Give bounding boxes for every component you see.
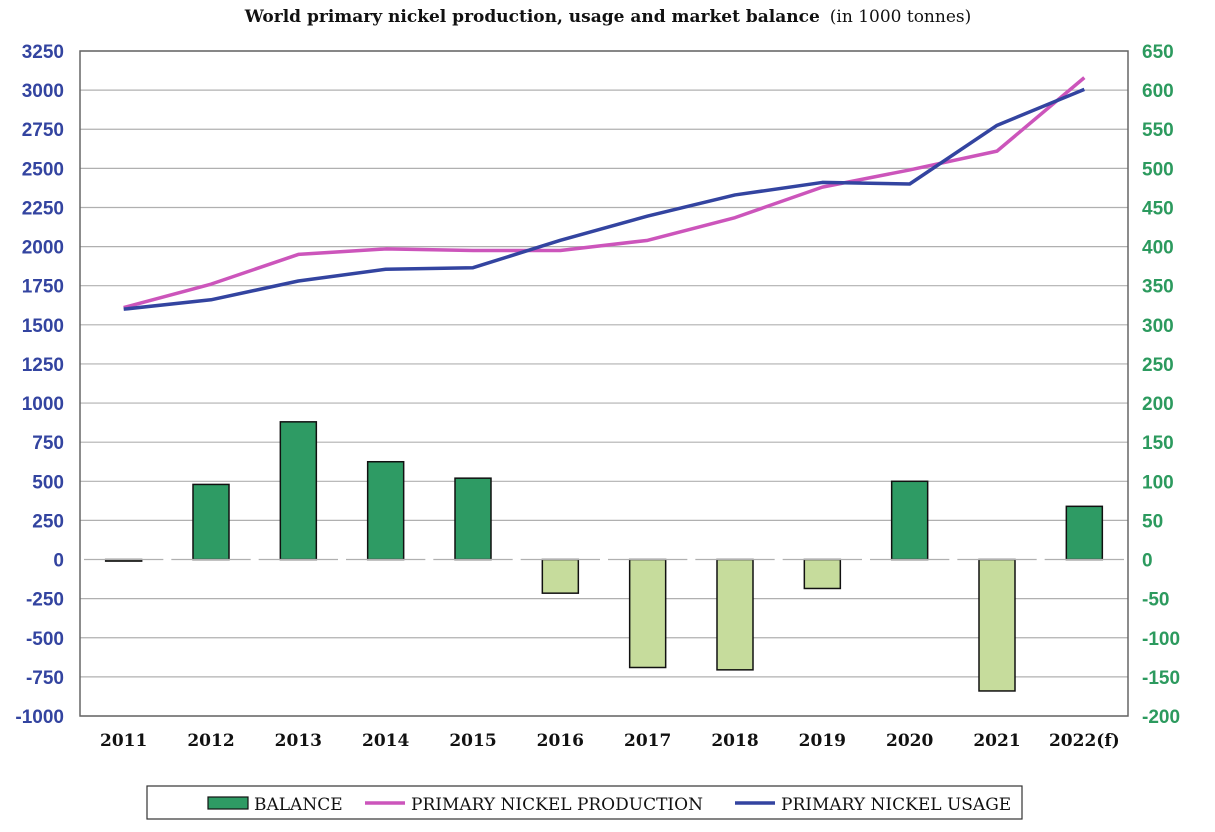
- left-y-tick-label: -500: [26, 629, 64, 650]
- left-y-tick-label: 1750: [22, 277, 64, 298]
- x-tick-label: 2020: [886, 731, 933, 751]
- left-y-tick-label: -750: [26, 668, 64, 689]
- left-y-tick-label: 3000: [22, 81, 64, 102]
- legend-label-production: PRIMARY NICKEL PRODUCTION: [411, 795, 703, 815]
- left-y-tick-label: 1500: [22, 316, 64, 337]
- grid-lines: [80, 50, 1128, 717]
- balance-bar: [890, 480, 929, 561]
- left-y-axis-ticks: 3250300027502500225020001750150012501000…: [15, 42, 64, 728]
- right-y-tick-label: 600: [1142, 81, 1174, 102]
- right-y-tick-label: 100: [1142, 472, 1174, 493]
- balance-bar: [541, 558, 580, 594]
- chart-title-main: World primary nickel production, usage a…: [244, 7, 820, 27]
- x-tick-label: 2011: [100, 731, 147, 751]
- right-y-tick-label: -200: [1142, 707, 1180, 728]
- x-tick-label: 2017: [624, 731, 671, 751]
- left-y-tick-label: 2750: [22, 120, 64, 141]
- chart-title: World primary nickel production, usage a…: [244, 7, 972, 27]
- right-y-tick-label: 200: [1142, 394, 1174, 415]
- balance-bar: [1065, 505, 1104, 561]
- balance-bar: [454, 477, 492, 561]
- left-y-tick-label: 2250: [22, 198, 64, 219]
- left-y-tick-label: 750: [32, 433, 64, 454]
- left-y-tick-label: 500: [32, 472, 64, 493]
- balance-bar: [716, 558, 754, 671]
- x-tick-label: 2015: [449, 731, 496, 751]
- series-lines: [123, 76, 1086, 311]
- right-y-tick-label: -100: [1142, 629, 1180, 650]
- x-tick-label: 2012: [187, 731, 234, 751]
- right-y-tick-label: 250: [1142, 355, 1174, 376]
- right-y-tick-label: 0: [1142, 551, 1153, 572]
- left-y-tick-label: 1250: [22, 355, 64, 376]
- left-y-tick-label: 2000: [22, 238, 64, 259]
- right-y-tick-label: 450: [1142, 198, 1174, 219]
- plot-border: [79, 50, 1129, 717]
- usage-line: [123, 87, 1086, 311]
- balance-bar: [279, 421, 318, 561]
- balance-bar: [803, 558, 842, 590]
- right-y-tick-label: 400: [1142, 238, 1174, 259]
- right-y-tick-label: 150: [1142, 433, 1174, 454]
- x-tick-label: 2016: [537, 731, 584, 751]
- right-y-tick-label: 650: [1142, 42, 1174, 63]
- x-axis-ticks: 2011 2012 2013 2014 2015 2016 2017 2018 2019 2020…: [100, 731, 1120, 751]
- plot-frame: [79, 50, 1129, 717]
- legend-label-usage: PRIMARY NICKEL USAGE: [781, 795, 1011, 815]
- left-y-tick-label: -1000: [15, 707, 64, 728]
- balance-bar: [978, 558, 1016, 692]
- left-y-tick-label: 0: [53, 551, 64, 572]
- left-y-tick-label: 1000: [22, 394, 64, 415]
- legend-swatch-balance: [207, 796, 249, 810]
- right-y-tick-label: 500: [1142, 159, 1174, 180]
- balance-bar: [192, 483, 230, 561]
- x-tick-label: 2019: [799, 731, 846, 751]
- x-tick-label: 2014: [362, 731, 409, 751]
- right-y-tick-label: 550: [1142, 120, 1174, 141]
- left-y-tick-label: 2500: [22, 159, 64, 180]
- legend-label-balance: BALANCE: [254, 795, 343, 815]
- right-y-tick-label: 350: [1142, 277, 1174, 298]
- x-tick-label: 2013: [275, 731, 322, 751]
- left-y-tick-label: 3250: [22, 42, 64, 63]
- right-y-tick-label: -150: [1142, 668, 1180, 689]
- right-y-tick-label: 300: [1142, 316, 1174, 337]
- balance-bar: [366, 460, 405, 561]
- legend: BALANCE PRIMARY NICKEL PRODUCTION PRIMARY …: [146, 785, 1023, 820]
- chart-title-unit: (in 1000 tonnes): [830, 7, 971, 27]
- x-tick-label: 2022(f): [1049, 731, 1120, 751]
- x-tick-label: 2018: [711, 731, 758, 751]
- left-y-tick-label: -250: [26, 590, 64, 611]
- left-y-tick-label: 250: [32, 511, 64, 532]
- right-y-tick-label: -50: [1142, 590, 1169, 611]
- legend-box: [146, 785, 1023, 820]
- balance-bar: [628, 558, 667, 669]
- production-line: [123, 76, 1086, 310]
- right-y-axis-ticks: 650600550500450400350300250200150100500-…: [1142, 42, 1180, 728]
- balance-bars: [104, 421, 1104, 692]
- x-tick-label: 2021: [973, 731, 1020, 751]
- right-y-tick-label: 50: [1142, 511, 1163, 532]
